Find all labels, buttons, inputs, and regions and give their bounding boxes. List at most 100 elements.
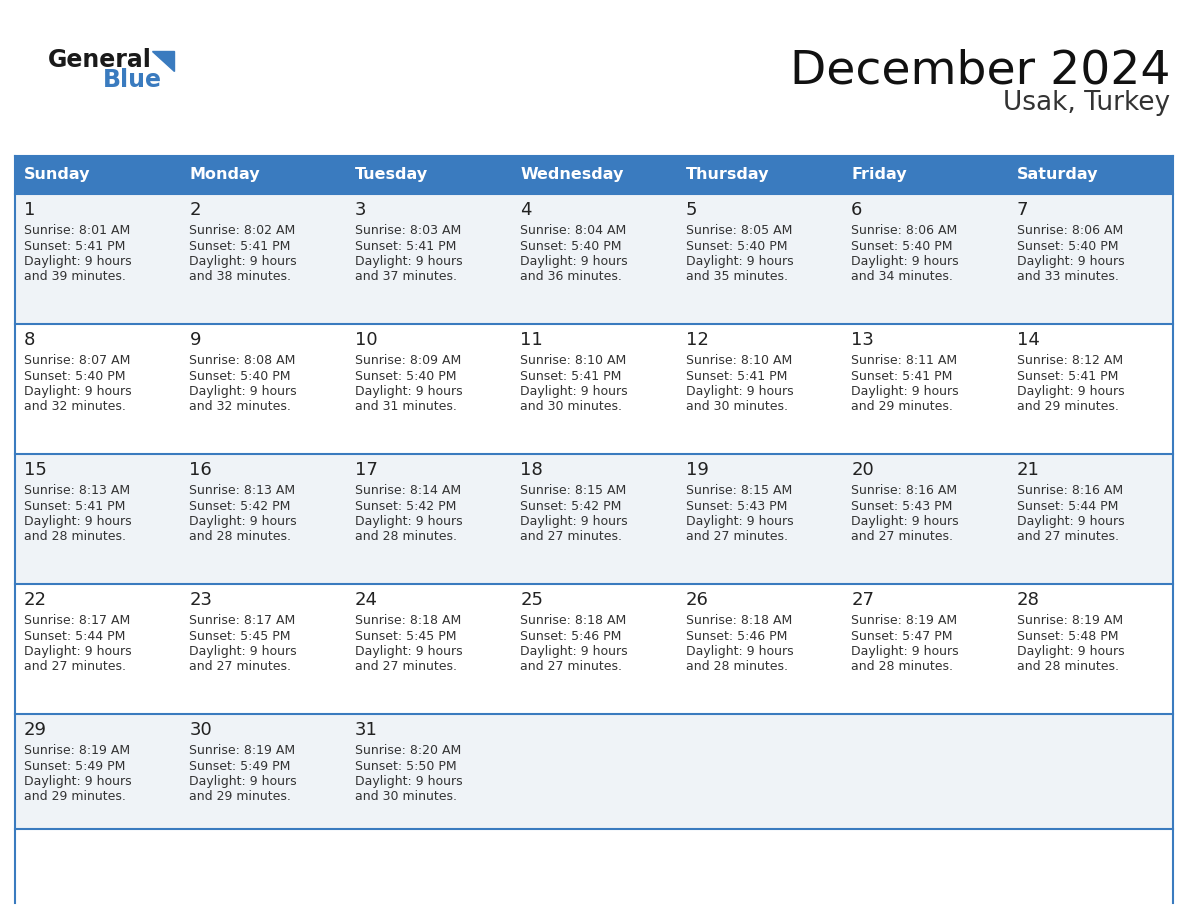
Text: and 29 minutes.: and 29 minutes.: [1017, 400, 1118, 413]
Text: Daylight: 9 hours: Daylight: 9 hours: [851, 645, 959, 658]
Text: and 36 minutes.: and 36 minutes.: [520, 271, 623, 284]
Text: Daylight: 9 hours: Daylight: 9 hours: [1017, 645, 1124, 658]
Text: Sunset: 5:49 PM: Sunset: 5:49 PM: [189, 759, 291, 773]
Bar: [15, 714, 181, 829]
Text: and 29 minutes.: and 29 minutes.: [189, 790, 291, 803]
Text: and 32 minutes.: and 32 minutes.: [24, 400, 126, 413]
Text: and 29 minutes.: and 29 minutes.: [851, 400, 953, 413]
Bar: [346, 714, 511, 829]
Text: Daylight: 9 hours: Daylight: 9 hours: [851, 385, 959, 398]
Text: Sunset: 5:46 PM: Sunset: 5:46 PM: [520, 630, 621, 643]
Text: 27: 27: [851, 591, 874, 609]
Bar: [15, 194, 181, 324]
Text: 9: 9: [189, 331, 201, 349]
Text: 21: 21: [1017, 461, 1040, 479]
Bar: [181, 194, 346, 324]
Text: Sunset: 5:40 PM: Sunset: 5:40 PM: [1017, 240, 1118, 252]
Bar: [181, 454, 346, 584]
Text: and 31 minutes.: and 31 minutes.: [355, 400, 456, 413]
Bar: [346, 194, 511, 324]
Text: Sunrise: 8:09 AM: Sunrise: 8:09 AM: [355, 354, 461, 367]
Bar: [842, 584, 1007, 714]
Text: 18: 18: [520, 461, 543, 479]
Bar: [346, 584, 511, 714]
Bar: [346, 454, 511, 584]
Text: Sunset: 5:40 PM: Sunset: 5:40 PM: [520, 240, 621, 252]
Text: Tuesday: Tuesday: [355, 167, 428, 183]
Text: Sunset: 5:42 PM: Sunset: 5:42 PM: [520, 499, 621, 512]
Bar: [677, 324, 842, 454]
Bar: [346, 324, 511, 454]
Text: Sunrise: 8:19 AM: Sunrise: 8:19 AM: [1017, 614, 1123, 627]
Text: 20: 20: [851, 461, 874, 479]
Bar: [511, 324, 677, 454]
Text: 17: 17: [355, 461, 378, 479]
Text: Daylight: 9 hours: Daylight: 9 hours: [520, 255, 628, 268]
Bar: [842, 324, 1007, 454]
Text: Sunrise: 8:19 AM: Sunrise: 8:19 AM: [189, 744, 296, 757]
Text: and 35 minutes.: and 35 minutes.: [685, 271, 788, 284]
Text: Sunrise: 8:18 AM: Sunrise: 8:18 AM: [685, 614, 792, 627]
Text: Sunset: 5:41 PM: Sunset: 5:41 PM: [355, 240, 456, 252]
Text: Sunset: 5:48 PM: Sunset: 5:48 PM: [1017, 630, 1118, 643]
Text: and 28 minutes.: and 28 minutes.: [355, 531, 457, 543]
Text: Sunset: 5:41 PM: Sunset: 5:41 PM: [685, 370, 788, 383]
Text: and 30 minutes.: and 30 minutes.: [520, 400, 623, 413]
Text: 30: 30: [189, 721, 213, 739]
Text: Sunrise: 8:01 AM: Sunrise: 8:01 AM: [24, 224, 131, 237]
Bar: [511, 584, 677, 714]
Text: Daylight: 9 hours: Daylight: 9 hours: [189, 255, 297, 268]
Text: Daylight: 9 hours: Daylight: 9 hours: [1017, 385, 1124, 398]
Bar: [677, 584, 842, 714]
Text: and 27 minutes.: and 27 minutes.: [355, 660, 457, 674]
Text: and 28 minutes.: and 28 minutes.: [685, 660, 788, 674]
Bar: [677, 454, 842, 584]
Text: Daylight: 9 hours: Daylight: 9 hours: [24, 385, 132, 398]
Text: Sunrise: 8:16 AM: Sunrise: 8:16 AM: [851, 484, 958, 497]
Text: and 38 minutes.: and 38 minutes.: [189, 271, 291, 284]
Text: and 27 minutes.: and 27 minutes.: [685, 531, 788, 543]
Text: Sunrise: 8:13 AM: Sunrise: 8:13 AM: [24, 484, 131, 497]
Text: and 28 minutes.: and 28 minutes.: [189, 531, 291, 543]
Text: Sunset: 5:47 PM: Sunset: 5:47 PM: [851, 630, 953, 643]
Text: 24: 24: [355, 591, 378, 609]
Bar: [15, 584, 181, 714]
Text: Daylight: 9 hours: Daylight: 9 hours: [189, 645, 297, 658]
Text: Sunset: 5:43 PM: Sunset: 5:43 PM: [851, 499, 953, 512]
Text: Sunset: 5:41 PM: Sunset: 5:41 PM: [24, 240, 126, 252]
Text: Daylight: 9 hours: Daylight: 9 hours: [685, 255, 794, 268]
Text: 3: 3: [355, 201, 366, 219]
Text: Daylight: 9 hours: Daylight: 9 hours: [685, 385, 794, 398]
Text: Sunset: 5:44 PM: Sunset: 5:44 PM: [1017, 499, 1118, 512]
Text: Sunrise: 8:06 AM: Sunrise: 8:06 AM: [851, 224, 958, 237]
Text: Daylight: 9 hours: Daylight: 9 hours: [189, 385, 297, 398]
Text: and 34 minutes.: and 34 minutes.: [851, 271, 953, 284]
Bar: [1007, 584, 1173, 714]
Text: Sunset: 5:45 PM: Sunset: 5:45 PM: [189, 630, 291, 643]
Text: Sunrise: 8:06 AM: Sunrise: 8:06 AM: [1017, 224, 1123, 237]
Bar: [1007, 454, 1173, 584]
Text: 22: 22: [24, 591, 48, 609]
Text: Sunrise: 8:12 AM: Sunrise: 8:12 AM: [1017, 354, 1123, 367]
Text: Sunset: 5:40 PM: Sunset: 5:40 PM: [851, 240, 953, 252]
Text: Daylight: 9 hours: Daylight: 9 hours: [520, 645, 628, 658]
Bar: [15, 454, 181, 584]
Text: Sunset: 5:41 PM: Sunset: 5:41 PM: [189, 240, 291, 252]
Text: and 27 minutes.: and 27 minutes.: [189, 660, 291, 674]
Text: Sunset: 5:49 PM: Sunset: 5:49 PM: [24, 759, 126, 773]
Text: 19: 19: [685, 461, 708, 479]
Bar: [842, 194, 1007, 324]
Text: Sunrise: 8:19 AM: Sunrise: 8:19 AM: [24, 744, 131, 757]
Text: Daylight: 9 hours: Daylight: 9 hours: [24, 645, 132, 658]
Polygon shape: [152, 51, 173, 71]
Text: 12: 12: [685, 331, 708, 349]
Text: Daylight: 9 hours: Daylight: 9 hours: [851, 515, 959, 528]
Text: Sunrise: 8:16 AM: Sunrise: 8:16 AM: [1017, 484, 1123, 497]
Text: Sunset: 5:50 PM: Sunset: 5:50 PM: [355, 759, 456, 773]
Text: 25: 25: [520, 591, 543, 609]
Text: Daylight: 9 hours: Daylight: 9 hours: [851, 255, 959, 268]
Bar: [511, 454, 677, 584]
Bar: [511, 714, 677, 829]
Text: Sunrise: 8:05 AM: Sunrise: 8:05 AM: [685, 224, 792, 237]
Text: Daylight: 9 hours: Daylight: 9 hours: [355, 515, 462, 528]
